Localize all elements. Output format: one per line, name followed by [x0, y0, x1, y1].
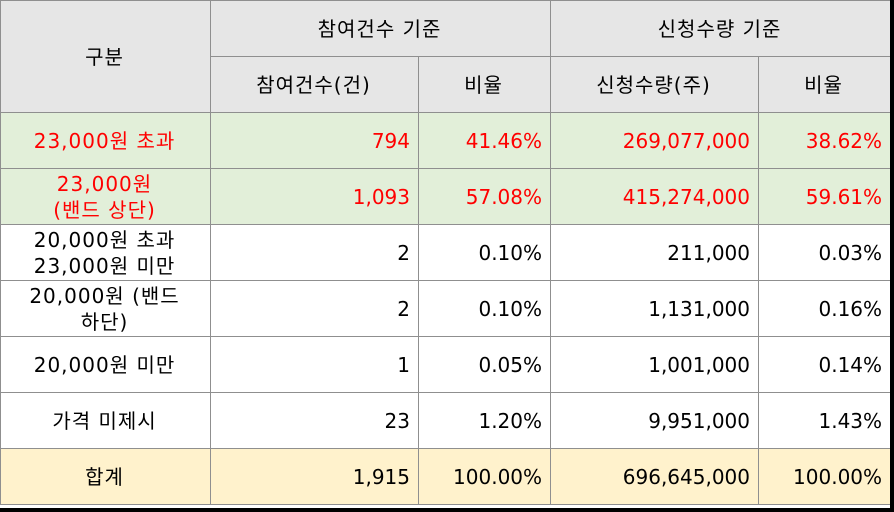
row-category: 20,000원 (밴드 하단): [0, 280, 211, 337]
qty-header: 신청수량(주): [550, 56, 760, 113]
total-count-ratio: 100.00%: [417, 448, 552, 505]
row-category: 23,000원 (밴드 상단): [0, 168, 211, 225]
row-category-line2: 23,000원 미만: [33, 253, 176, 278]
total-row: 합계 1,915 100.00% 696,645,000 100.00%: [0, 448, 892, 505]
count-header: 참여건수(건): [210, 56, 419, 113]
row-count: 1: [210, 336, 419, 393]
table-row: 20,000원 초과 23,000원 미만 2 0.10% 211,000 0.…: [0, 224, 892, 281]
row-count-ratio: 1.20%: [417, 392, 552, 449]
row-qty-ratio: 0.03%: [758, 224, 892, 281]
row-qty: 1,131,000: [550, 280, 760, 337]
row-count: 794: [210, 112, 419, 169]
row-qty-ratio: 1.43%: [758, 392, 892, 449]
row-qty: 415,274,000: [550, 168, 760, 225]
row-category: 23,000원 초과: [0, 112, 211, 169]
row-category: 20,000원 초과 23,000원 미만: [0, 224, 211, 281]
row-category-line1: 20,000원 초과: [33, 227, 176, 252]
total-qty-ratio: 100.00%: [758, 448, 892, 505]
header-row-sub: 참여건수(건) 비율 신청수량(주) 비율: [1, 56, 892, 113]
row-count: 2: [210, 280, 419, 337]
category-header: 구분: [0, 0, 211, 113]
total-category: 합계: [0, 448, 211, 505]
row-qty-ratio: 59.61%: [758, 168, 892, 225]
row-qty-ratio: 38.62%: [758, 112, 892, 169]
row-category-line2: 하단): [80, 309, 129, 334]
row-count: 23: [210, 392, 419, 449]
table-row: 가격 미제시 23 1.20% 9,951,000 1.43%: [0, 392, 892, 449]
header-row-top: 구분 참여건수 기준 신청수량 기준: [0, 0, 892, 113]
count-ratio-header: 비율: [417, 56, 552, 113]
table-row: 20,000원 (밴드 하단) 2 0.10% 1,131,000 0.16%: [0, 280, 892, 337]
row-category: 가격 미제시: [0, 392, 211, 449]
total-count: 1,915: [210, 448, 419, 505]
row-qty-ratio: 0.14%: [758, 336, 892, 393]
row-category-line1: 20,000원 (밴드: [29, 283, 180, 308]
row-category-line2: (밴드 상단): [53, 197, 156, 222]
row-count-ratio: 57.08%: [417, 168, 552, 225]
participation-group-header: 참여건수 기준: [209, 0, 552, 57]
row-qty-ratio: 0.16%: [758, 280, 892, 337]
row-qty: 211,000: [550, 224, 760, 281]
qty-ratio-header: 비율: [758, 56, 892, 113]
row-category-line1: 23,000원: [56, 171, 153, 196]
table-row: 23,000원 초과 794 41.46% 269,077,000 38.62%: [0, 112, 892, 169]
total-qty: 696,645,000: [550, 448, 760, 505]
table-row: 23,000원 (밴드 상단) 1,093 57.08% 415,274,000…: [0, 168, 892, 225]
row-count-ratio: 0.05%: [417, 336, 552, 393]
table-row: 20,000원 미만 1 0.05% 1,001,000 0.14%: [0, 336, 892, 393]
row-count-ratio: 41.46%: [417, 112, 552, 169]
row-qty: 269,077,000: [550, 112, 760, 169]
